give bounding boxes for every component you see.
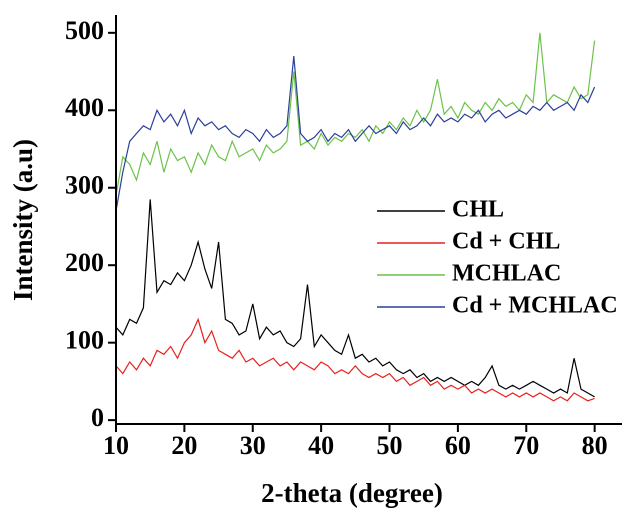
x-tick-label: 80 [582,431,608,460]
y-tick-label: 400 [65,93,104,122]
x-tick-label: 60 [445,431,471,460]
data-line [115,56,596,212]
y-axis-title: Intensity (a.u) [8,139,38,301]
data-line [115,199,595,398]
legend-label: Cd + CHL [452,229,560,255]
y-tick-label: 300 [65,171,104,200]
y-tick-label: 500 [65,16,104,45]
x-tick-label: 40 [308,431,334,460]
y-tick-label: 200 [65,248,104,277]
data-line [115,32,596,196]
x-tick-label: 70 [513,431,539,460]
legend-label: MCHLAC [452,261,561,287]
data-line [115,317,595,402]
x-axis-title: 2-theta (degree) [261,478,443,508]
y-tick-label: 0 [91,403,104,432]
x-tick-label: 20 [171,431,197,460]
legend-label: Cd + MCHLAC [452,293,618,319]
legend-label: CHL [452,197,504,223]
x-tick-label: 30 [240,431,266,460]
x-tick-label: 10 [103,431,129,460]
y-tick-label: 100 [65,326,104,355]
x-tick-label: 50 [377,431,403,460]
